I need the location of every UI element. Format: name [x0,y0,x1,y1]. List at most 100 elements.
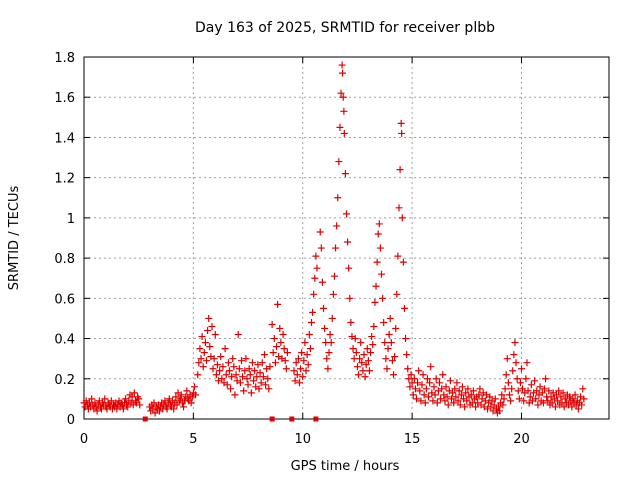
data-point [194,371,202,379]
data-point [271,359,279,367]
data-point [429,397,437,405]
data-point [449,389,457,397]
data-point [124,403,132,411]
data-point [437,395,445,403]
data-point [255,385,263,393]
data-point [316,228,324,236]
y-tick-labels: 0 0.2 0.4 0.6 0.8 1 1.2 1.4 1.6 1.8 [54,51,75,428]
data-point [531,377,539,385]
plot-frame [83,56,610,420]
data-point [502,371,510,379]
data-point [246,371,254,379]
gap-markers [142,416,319,422]
data-point [381,339,389,347]
data-point [213,361,221,369]
data-point [176,395,184,403]
data-point [218,375,226,383]
data-point [313,264,321,272]
data-point [557,393,565,401]
data-point [245,365,253,373]
data-point [423,375,431,383]
data-point [259,373,267,381]
data-point [504,379,512,387]
data-point [456,401,464,409]
data-point [351,335,359,343]
data-point [574,405,582,413]
data-point [334,194,342,202]
data-point [395,204,403,212]
data-point [391,353,399,361]
data-points [80,61,588,417]
data-point [303,351,311,359]
data-point [402,335,410,343]
y-tick-label: 0.6 [54,292,75,307]
y-axis-label: SRMTID / TECUs [7,186,22,291]
data-point [217,353,225,361]
data-point [247,389,255,397]
data-point [329,290,337,298]
data-point [410,375,418,383]
data-point [347,318,355,326]
data-point [228,373,236,381]
data-point [553,391,560,399]
data-point [211,331,219,339]
data-point [308,318,315,326]
data-point [580,395,588,403]
data-point [328,314,336,322]
data-point [444,401,452,409]
data-point [326,331,334,339]
data-point [545,387,553,395]
data-point [227,385,235,393]
data-point [232,371,240,379]
data-point [265,385,273,393]
data-point [309,308,317,316]
gap-marker [142,416,148,422]
data-point [534,401,542,409]
data-point [239,373,247,381]
y-tick-label: 0.8 [54,252,75,267]
data-point [451,385,459,393]
data-point [503,355,511,363]
data-point [260,351,268,359]
data-point [338,61,346,69]
gap-marker [289,416,295,422]
data-point [297,365,305,373]
data-point [441,397,449,405]
data-point [462,389,470,397]
data-point [413,395,420,403]
data-point [299,373,307,381]
data-point [515,395,523,403]
data-point [270,335,278,343]
data-point [355,371,363,379]
data-point [301,339,309,347]
data-point [298,349,306,357]
data-point [522,375,530,383]
data-point [362,361,370,369]
data-point [243,375,251,383]
data-point [422,385,430,393]
data-point [235,365,243,373]
data-point [387,339,395,347]
data-point [406,383,414,391]
data-point [317,244,325,252]
data-point [323,355,331,363]
data-point [526,393,534,401]
data-point [229,355,237,363]
data-point [230,363,238,371]
data-point [341,170,349,178]
data-point [264,375,272,383]
data-point [475,391,483,399]
data-point [356,355,364,363]
data-point [369,341,377,349]
data-point [472,403,480,411]
data-point [352,349,360,357]
data-point [491,395,499,403]
data-point [107,397,115,405]
data-point [88,395,96,403]
x-tick-label: 15 [404,432,421,447]
data-point [195,359,203,367]
data-point [361,373,369,381]
data-point [450,399,458,407]
data-point [516,379,524,387]
data-point [448,395,455,403]
